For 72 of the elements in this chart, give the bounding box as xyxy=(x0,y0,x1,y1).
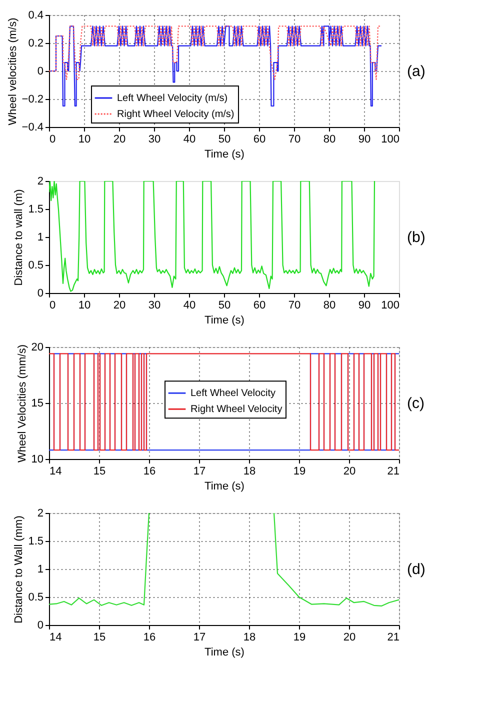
x-axis-title: Time (s) xyxy=(204,480,244,492)
y-tick-label: 10 xyxy=(31,454,44,466)
x-tick-label: 30 xyxy=(148,134,161,146)
y-tick-label: 0.5 xyxy=(28,260,44,272)
x-tick-label: 80 xyxy=(323,134,336,146)
y-tick-label: 1.5 xyxy=(28,536,44,548)
y-tick-label: 1.5 xyxy=(28,204,44,216)
y-tick-label: 1 xyxy=(37,232,44,244)
y-tick-label: 0 xyxy=(37,66,44,78)
x-tick-label: 18 xyxy=(243,632,256,644)
y-tick-label: −0.2 xyxy=(22,94,44,106)
y-tick-label: 1 xyxy=(37,564,44,576)
x-tick-label: 19 xyxy=(293,632,306,644)
y-tick-label: 2 xyxy=(37,176,44,188)
x-tick-label: 17 xyxy=(193,466,206,478)
x-tick-label: 20 xyxy=(113,300,126,312)
x-tick-label: 20 xyxy=(343,466,356,478)
x-tick-label: 70 xyxy=(288,134,301,146)
x-tick-label: 10 xyxy=(78,300,91,312)
x-tick-label: 18 xyxy=(243,466,256,478)
text: (b) xyxy=(407,229,426,246)
x-tick-label: 16 xyxy=(143,632,156,644)
x-tick-label: 20 xyxy=(343,632,356,644)
x-tick-label: 17 xyxy=(193,632,206,644)
x-axis-title: Time (s) xyxy=(204,314,244,326)
x-tick-label: 15 xyxy=(93,632,106,644)
y-tick-label: 0.4 xyxy=(28,10,44,22)
y-tick-label: 15 xyxy=(31,398,44,410)
text: (a) xyxy=(407,63,426,80)
y-tick-label: −0.4 xyxy=(22,122,44,134)
y-axis-title: Distance to Wall (mm) xyxy=(13,516,26,624)
legend-label: Right Wheel Velocity (m/s) xyxy=(117,109,234,120)
x-tick-label: 60 xyxy=(253,134,266,146)
x-tick-label: 20 xyxy=(113,134,126,146)
legend-label: Left Wheel Velocity xyxy=(190,388,276,400)
x-axis-title: Time (s) xyxy=(204,646,244,658)
x-tick-label: 21 xyxy=(387,466,400,478)
x-tick-label: 50 xyxy=(218,300,231,312)
x-tick-label: 10 xyxy=(78,134,91,146)
x-tick-label: 14 xyxy=(50,632,62,644)
x-tick-label: 80 xyxy=(323,300,336,312)
x-tick-label: 0 xyxy=(50,134,56,146)
x-tick-label: 100 xyxy=(381,300,400,312)
x-tick-label: 30 xyxy=(148,300,161,312)
x-tick-label: 40 xyxy=(183,134,196,146)
x-tick-label: 14 xyxy=(50,466,62,478)
y-tick-label: 0.2 xyxy=(28,38,44,50)
text: (d) xyxy=(407,561,426,578)
x-tick-label: 15 xyxy=(93,466,106,478)
y-tick-label: 0 xyxy=(37,288,44,300)
x-tick-label: 70 xyxy=(288,300,301,312)
x-tick-label: 0 xyxy=(50,300,56,312)
y-axis-title: Distance to wall (m) xyxy=(13,189,26,286)
y-tick-label: 20 xyxy=(31,342,44,354)
x-tick-label: 40 xyxy=(183,300,196,312)
x-tick-label: 19 xyxy=(293,466,306,478)
legend-label: Left Wheel Velocity (m/s) xyxy=(117,93,228,104)
x-tick-label: 21 xyxy=(387,632,400,644)
legend-label: Right Wheel Velocity xyxy=(190,404,282,416)
x-tick-label: 90 xyxy=(358,134,371,146)
y-tick-label: 0 xyxy=(37,620,44,632)
x-tick-label: 90 xyxy=(358,300,371,312)
x-axis-title: Time (s) xyxy=(204,148,244,160)
y-tick-label: 2 xyxy=(37,508,44,520)
text: (c) xyxy=(407,395,424,412)
x-tick-label: 60 xyxy=(253,300,266,312)
x-tick-label: 100 xyxy=(381,134,400,146)
y-axis-title: Wheel Velocities (mm/s) xyxy=(16,344,28,462)
x-tick-label: 50 xyxy=(218,134,231,146)
y-tick-label: 0.5 xyxy=(28,592,44,604)
x-tick-label: 16 xyxy=(143,466,156,478)
y-axis-title: Wheel velocities (m/s) xyxy=(6,18,19,126)
